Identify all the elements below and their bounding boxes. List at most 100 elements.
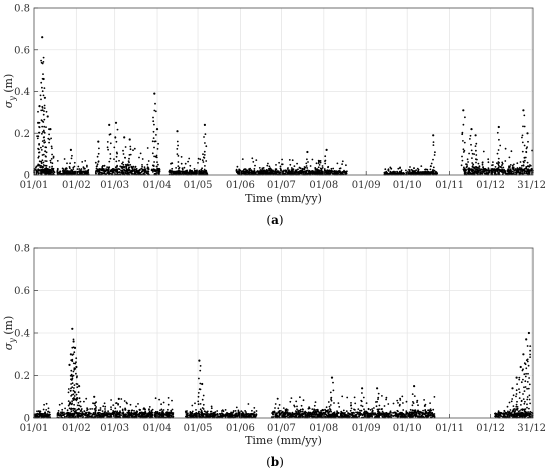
data-point: [527, 171, 530, 174]
data-point: [146, 413, 149, 415]
data-point: [521, 134, 524, 137]
data-point: [275, 164, 277, 166]
data-point: [70, 157, 73, 160]
data-point: [109, 170, 112, 173]
data-point: [171, 408, 174, 411]
data-point: [95, 169, 98, 172]
data-point: [128, 166, 131, 169]
data-point: [245, 416, 248, 418]
data-point: [53, 171, 56, 174]
data-point: [307, 407, 310, 410]
data-point: [400, 169, 403, 172]
data-point: [326, 172, 329, 175]
data-point: [120, 169, 122, 172]
data-point: [95, 167, 98, 170]
data-point: [237, 172, 239, 175]
data-point: [383, 405, 386, 407]
data-point: [521, 164, 523, 167]
data-point: [80, 409, 83, 412]
data-point: [506, 172, 509, 175]
panel-caption: (a): [266, 213, 283, 227]
data-point: [139, 152, 142, 155]
data-point: [504, 172, 507, 175]
data-point: [36, 410, 38, 413]
data-point: [130, 166, 133, 169]
data-point: [408, 169, 411, 172]
data-point: [339, 167, 342, 170]
data-point: [332, 167, 335, 170]
data-point: [481, 172, 484, 175]
data-point: [465, 163, 467, 166]
data-point: [299, 170, 302, 173]
data-point: [339, 170, 341, 172]
data-point: [43, 87, 46, 89]
data-point: [463, 149, 466, 152]
data-point: [97, 160, 100, 163]
data-point: [369, 409, 372, 411]
data-point: [470, 143, 472, 146]
data-point: [200, 170, 203, 173]
data-point: [71, 154, 73, 157]
data-point: [242, 412, 245, 415]
data-point: [210, 412, 213, 415]
data-point: [109, 142, 112, 145]
data-point: [117, 412, 120, 414]
data-point: [135, 171, 138, 174]
y-axis-subscript: y: [8, 96, 17, 102]
data-point: [385, 396, 388, 399]
data-point: [154, 410, 157, 413]
data-point: [190, 171, 193, 174]
data-point: [42, 56, 45, 59]
data-point: [198, 170, 201, 173]
data-point: [496, 131, 499, 134]
data-point: [324, 155, 327, 158]
data-point: [205, 145, 208, 148]
data-point: [274, 407, 276, 409]
data-point: [464, 172, 466, 175]
data-point: [45, 151, 48, 154]
data-point: [120, 165, 123, 168]
data-point: [259, 170, 262, 173]
data-point: [502, 166, 505, 169]
data-point: [141, 411, 144, 414]
data-point: [423, 171, 426, 174]
data-point: [345, 164, 347, 167]
data-point: [135, 169, 138, 172]
data-point: [466, 158, 469, 161]
data-point: [359, 411, 361, 414]
data-point: [296, 405, 298, 408]
data-point: [399, 172, 402, 175]
data-point: [104, 405, 107, 408]
data-point: [85, 170, 88, 173]
data-point-peak: [474, 134, 477, 137]
data-point: [95, 415, 98, 417]
data-point: [45, 160, 48, 163]
data-point: [513, 163, 515, 166]
data-point: [84, 160, 87, 162]
data-point: [279, 165, 282, 168]
data-point: [429, 168, 432, 171]
data-point: [91, 414, 94, 416]
data-point: [51, 171, 54, 173]
data-point: [350, 404, 352, 407]
data-point: [524, 172, 526, 175]
data-point: [154, 397, 157, 400]
data-point: [88, 411, 91, 414]
data-point: [524, 156, 527, 159]
data-point: [291, 159, 294, 162]
data-point: [253, 168, 256, 170]
data-point: [149, 415, 152, 418]
data-point: [199, 158, 202, 161]
data-point: [319, 161, 322, 164]
data-point: [108, 133, 111, 136]
data-point: [460, 164, 463, 167]
data-point: [316, 169, 318, 172]
data-point: [245, 169, 248, 172]
data-point: [323, 171, 326, 174]
data-point: [402, 409, 405, 411]
data-point: [482, 166, 484, 168]
data-point: [475, 170, 478, 173]
data-point: [432, 141, 435, 144]
data-point: [76, 168, 79, 171]
data-point: [324, 159, 327, 162]
